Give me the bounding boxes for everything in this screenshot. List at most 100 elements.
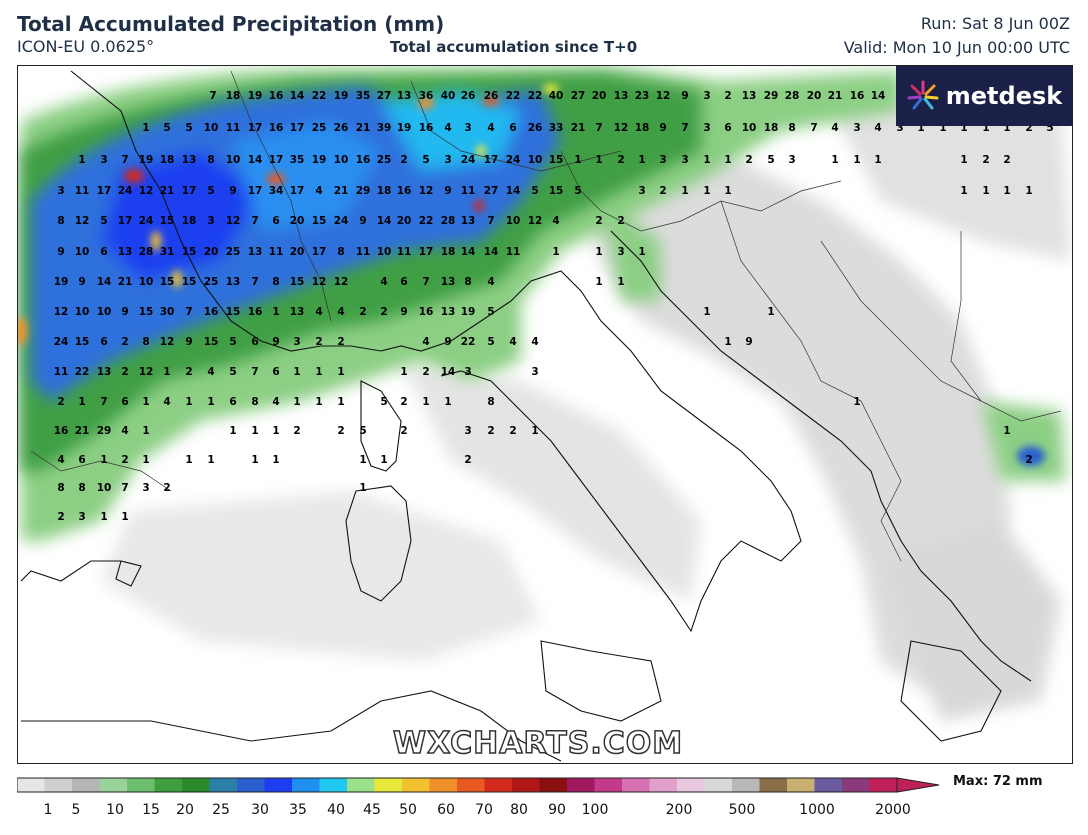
precip-value-label: 8 (57, 482, 64, 494)
precip-value-label: 2 (337, 425, 344, 437)
precip-value-label: 11 (506, 246, 521, 258)
precip-value-label: 3 (444, 154, 451, 166)
precip-value-label: 2 (380, 306, 387, 318)
precip-value-label: 25 (312, 122, 327, 134)
precip-value-label: 1 (337, 396, 344, 408)
precip-value-label: 12 (226, 215, 241, 227)
precip-value-label: 16 (204, 306, 219, 318)
colorbar-cell (209, 778, 238, 792)
precip-value-label: 1 (163, 366, 170, 378)
precip-value-label: 5 (1046, 122, 1053, 134)
precip-value-label: 21 (118, 276, 133, 288)
colorbar-tick-label: 1000 (799, 802, 835, 818)
precip-value-label: 2 (617, 154, 624, 166)
precip-value-label: 21 (160, 185, 175, 197)
precip-value-label: 8 (57, 215, 64, 227)
precip-value-label: 1 (724, 185, 731, 197)
precip-value-label: 8 (142, 336, 149, 348)
precip-value-label: 3 (853, 122, 860, 134)
colorbar-cell (512, 778, 540, 792)
precip-value-label: 1 (982, 185, 989, 197)
precip-value-label: 7 (209, 90, 216, 102)
precip-value-label: 7 (185, 306, 192, 318)
precip-value-label: 4 (444, 122, 451, 134)
precip-value-label: 8 (337, 246, 344, 258)
colorbar-tick-label: 40 (327, 802, 345, 818)
precip-value-label: 18 (226, 90, 241, 102)
precip-value-label: 14 (248, 154, 263, 166)
precip-value-label: 2 (163, 482, 170, 494)
precip-value-label: 4 (487, 122, 494, 134)
colorbar-cell (99, 778, 128, 792)
precip-value-label: 17 (248, 122, 263, 134)
precip-value-label: 2 (121, 336, 128, 348)
colorbar-tick-label: 50 (399, 802, 417, 818)
precip-value-label: 24 (461, 154, 476, 166)
precip-value-label: 5 (185, 122, 192, 134)
precip-value-label: 1 (595, 154, 602, 166)
precip-value-label: 20 (204, 246, 219, 258)
precip-value-label: 3 (788, 154, 795, 166)
precip-value-label: 2 (1003, 154, 1010, 166)
precip-value-label: 40 (549, 90, 564, 102)
precip-value-label: 5 (380, 396, 387, 408)
precip-value-label: 3 (207, 215, 214, 227)
run-time: Run: Sat 8 Jun 00Z (920, 14, 1070, 33)
precip-value-label: 10 (139, 276, 154, 288)
precip-value-label: 1 (359, 482, 366, 494)
precip-value-label: 1 (638, 246, 645, 258)
precip-value-label: 3 (638, 185, 645, 197)
precip-value-label: 6 (78, 454, 85, 466)
colorbar-tick-label: 30 (251, 802, 269, 818)
precip-value-label: 10 (742, 122, 757, 134)
precip-value-label: 22 (528, 90, 543, 102)
precip-value-label: 10 (226, 154, 241, 166)
precip-value-label: 10 (506, 215, 521, 227)
precip-value-label: 9 (400, 306, 407, 318)
colorbar-frame (17, 777, 898, 793)
colorbar-tick-label: 45 (363, 802, 381, 818)
precip-value-label: 4 (509, 336, 516, 348)
colorbar-cell (539, 778, 568, 792)
precip-value-label: 1 (359, 454, 366, 466)
precip-value-label: 3 (617, 246, 624, 258)
precip-value-label: 15 (549, 154, 564, 166)
precip-field-hotspots (18, 84, 1045, 466)
precipitation-map[interactable]: 7 18 19 16 14 22 19 35 27 13 36 40 26 26 22 22 40 27 20 13 2… (17, 65, 1073, 764)
precip-value-label: 10 (75, 306, 90, 318)
precip-value-label: 14 (484, 246, 499, 258)
precip-value-label: 25 (226, 246, 241, 258)
colorbar-tick-label: 200 (666, 802, 693, 818)
precip-value-label: 1 (272, 454, 279, 466)
precip-value-label: 1 (400, 366, 407, 378)
precip-value-label: 22 (75, 366, 90, 378)
precip-value-label: 11 (269, 246, 284, 258)
precip-value-label: 1 (142, 396, 149, 408)
precip-value-label: 16 (248, 306, 263, 318)
precip-value-label: 2 (464, 454, 471, 466)
precip-value-label: 14 (97, 276, 112, 288)
precip-value-label: 8 (78, 482, 85, 494)
precip-value-label: 16 (269, 90, 284, 102)
precip-value-label: 1 (1003, 122, 1010, 134)
valid-time: Valid: Mon 10 Jun 00:00 UTC (843, 38, 1070, 57)
precip-value-label: 1 (78, 396, 85, 408)
precip-value-label: 4 (315, 306, 322, 318)
colorbar-cell (264, 778, 293, 792)
precip-value-label: 13 (290, 306, 305, 318)
colorbar-tick-label: 20 (176, 802, 194, 818)
precip-value-label: 25 (204, 276, 219, 288)
precip-value-label: 15 (226, 306, 241, 318)
precip-value-label: 4 (315, 185, 322, 197)
precip-value-label: 24 (334, 215, 349, 227)
precip-value-label: 22 (419, 215, 434, 227)
precip-value-label: 18 (377, 185, 392, 197)
precip-value-label: 17 (290, 185, 305, 197)
precip-value-label: 10 (528, 154, 543, 166)
precip-value-label: 1 (272, 306, 279, 318)
precip-value-label: 19 (397, 122, 412, 134)
precip-value-label: 12 (160, 336, 175, 348)
precip-value-label: 7 (251, 366, 258, 378)
precip-value-label: 19 (334, 90, 349, 102)
precip-value-label: 2 (121, 366, 128, 378)
